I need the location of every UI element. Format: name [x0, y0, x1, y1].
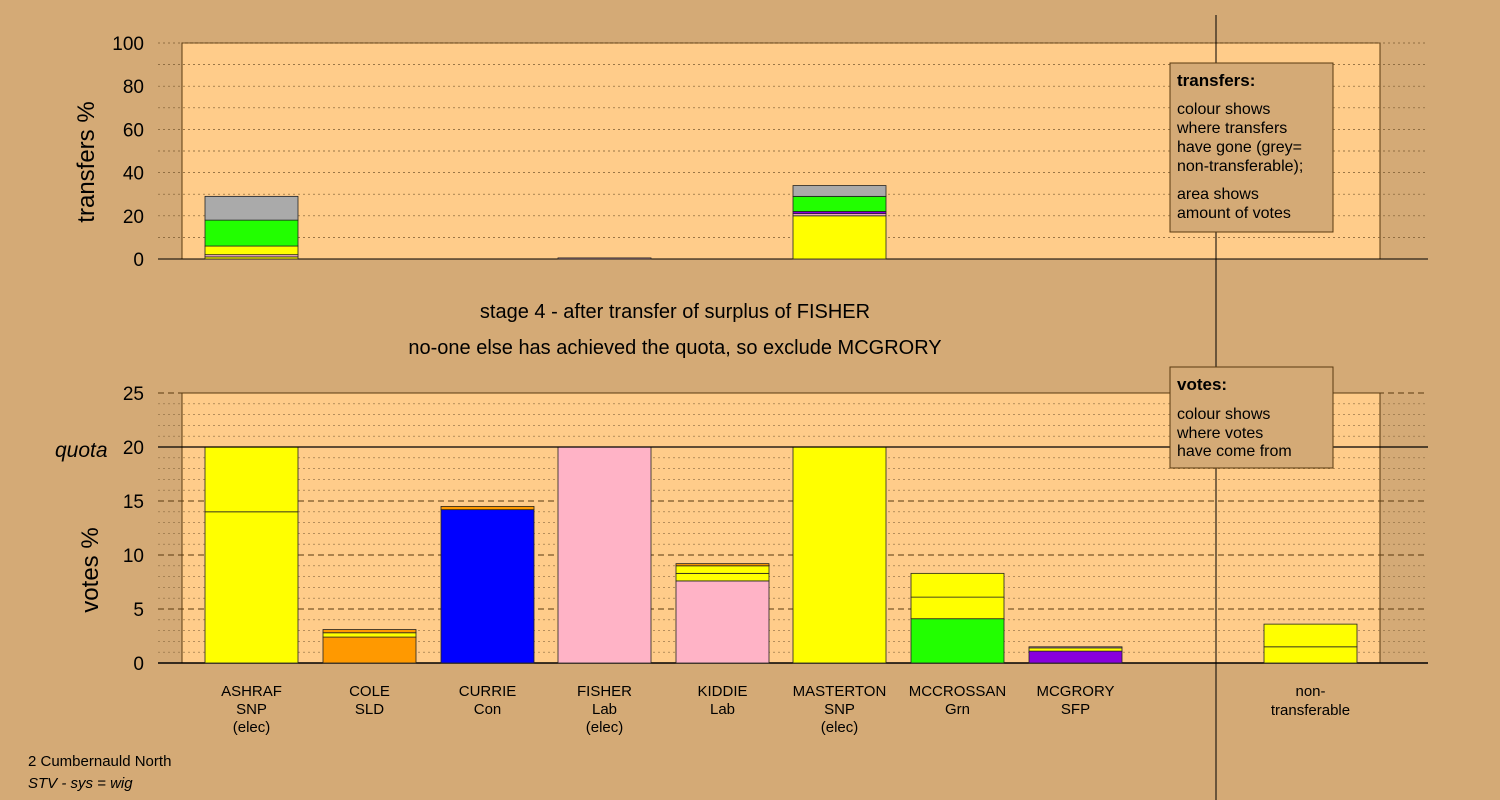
candidate-party: SNP — [824, 701, 855, 718]
candidate-status: (elec) — [233, 719, 271, 736]
candidate-name: MCCROSSAN — [909, 683, 1007, 700]
vote-bar-segment — [910, 618, 1005, 664]
y-tick-label: 25 — [123, 384, 144, 405]
y-tick-label: 0 — [133, 654, 144, 675]
transfers-axis-title: transfers % — [73, 101, 100, 222]
vote-bar-segment — [440, 505, 535, 511]
candidate-name: FISHER — [577, 683, 632, 700]
stage-line-2: no-one else has achieved the quota, so e… — [408, 337, 941, 359]
vote-bar-segment — [1028, 647, 1123, 652]
vote-bar-segment — [322, 629, 417, 634]
votes-bars — [204, 446, 1358, 664]
footer-system: STV - sys = wig — [28, 775, 133, 792]
vote-bar-segment — [910, 572, 1005, 598]
vote-bar-segment — [322, 636, 417, 664]
votes-legend: votes: colour shows where votes have com… — [1169, 366, 1334, 469]
candidate-name: MASTERTON — [793, 683, 887, 700]
nontransferable-label: transferable — [1271, 702, 1350, 719]
vote-bar-segment — [675, 565, 770, 574]
vote-bar-segment — [1028, 646, 1123, 649]
vote-bar-segment — [204, 446, 299, 513]
candidate-party: SLD — [355, 701, 384, 718]
candidate-party: Grn — [945, 701, 970, 718]
candidate-status: (elec) — [586, 719, 624, 736]
transfer-bar-segment — [792, 215, 887, 260]
candidate-name: CURRIE — [459, 683, 517, 700]
vote-bar-segment — [440, 509, 535, 664]
candidate-party: Lab — [710, 701, 735, 718]
transfer-bar-segment — [204, 219, 299, 247]
votes-legend-heading: votes: — [1177, 375, 1227, 394]
votes-legend-line: have come from — [1177, 443, 1292, 460]
vote-bar-segment — [675, 572, 770, 582]
transfers-legend-line: non-transferable); — [1177, 158, 1303, 175]
y-tick-label: 0 — [133, 250, 144, 271]
y-tick-label: 80 — [123, 77, 144, 98]
nontransferable-label: non- — [1295, 683, 1325, 700]
transfers-legend-line: have gone (grey= — [1177, 139, 1302, 156]
transfer-bar-segment — [792, 195, 887, 212]
votes-axis-title: votes % — [77, 527, 104, 612]
transfers-legend-line: colour shows — [1177, 101, 1270, 118]
transfer-bar-segment — [792, 185, 887, 197]
candidate-name: KIDDIE — [697, 683, 747, 700]
transfers-legend-heading: transfers: — [1177, 71, 1255, 90]
candidate-name: ASHRAF — [221, 683, 282, 700]
y-tick-label: 100 — [112, 34, 144, 55]
transfers-legend-line: amount of votes — [1177, 205, 1291, 222]
candidate-name: COLE — [349, 683, 390, 700]
transfer-bar-segment — [204, 245, 299, 256]
vote-bar-segment — [322, 632, 417, 638]
candidate-party: Lab — [592, 701, 617, 718]
candidate-party: SFP — [1061, 701, 1090, 718]
candidate-name: MCGRORY — [1036, 683, 1114, 700]
footer-ward: 2 Cumbernauld North — [28, 753, 171, 770]
transfers-y-ticks: 0 20 40 60 80 100 — [112, 34, 144, 271]
vote-bar-segment — [675, 563, 770, 567]
nontransferable-bar-segment — [1263, 623, 1358, 648]
transfer-bar-segment — [557, 257, 652, 260]
vote-bar-segment — [557, 446, 652, 664]
candidate-party: Con — [474, 701, 502, 718]
y-tick-label: 5 — [133, 600, 144, 621]
vote-bar-segment — [910, 596, 1005, 620]
votes-y-ticks: 0 5 10 15 20 25 — [123, 384, 144, 675]
vote-bar-segment — [792, 446, 887, 664]
y-tick-label: 20 — [123, 207, 144, 228]
y-tick-label: 10 — [123, 546, 144, 567]
transfers-legend-line: where transfers — [1176, 120, 1287, 137]
candidate-labels: ASHRAFSNP(elec)COLESLDCURRIEConFISHERLab… — [221, 683, 1350, 736]
transfers-legend: transfers: colour shows where transfers … — [1169, 62, 1334, 233]
y-tick-label: 40 — [123, 164, 144, 185]
transfer-bar-segment — [204, 195, 299, 221]
votes-legend-line: colour shows — [1177, 406, 1270, 423]
vote-bar-segment — [1028, 650, 1123, 664]
y-tick-label: 60 — [123, 120, 144, 141]
transfers-legend-line: area shows — [1177, 186, 1259, 203]
stage-line-1: stage 4 - after transfer of surplus of F… — [480, 301, 870, 323]
y-tick-label: 20 — [123, 438, 144, 459]
y-tick-label: 15 — [123, 492, 144, 513]
candidate-party: SNP — [236, 701, 267, 718]
vote-bar-segment — [204, 511, 299, 664]
candidate-status: (elec) — [821, 719, 859, 736]
quota-label: quota — [55, 439, 108, 462]
nontransferable-bar-segment — [1263, 646, 1358, 664]
transfers-bars — [204, 185, 887, 260]
votes-legend-line: where votes — [1176, 425, 1263, 442]
vote-bar-segment — [675, 580, 770, 664]
